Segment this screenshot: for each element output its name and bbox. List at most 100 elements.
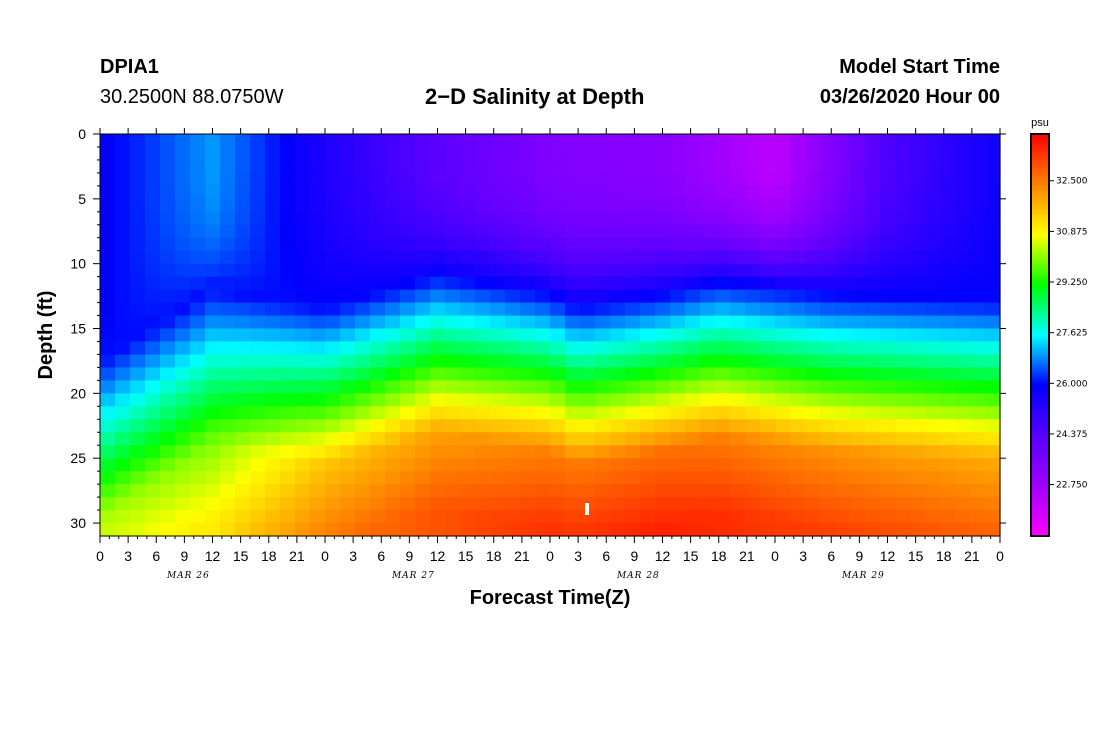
- data-marker: [585, 503, 589, 515]
- heatmap-cell: [145, 172, 161, 187]
- heatmap-cell: [145, 146, 161, 161]
- heatmap-cell: [475, 237, 491, 252]
- heatmap-cell: [475, 134, 491, 148]
- heatmap-cell: [775, 250, 791, 265]
- heatmap-cell: [685, 510, 701, 524]
- heatmap-cell: [490, 276, 506, 291]
- heatmap-cell: [730, 211, 746, 226]
- heatmap-cell: [955, 367, 971, 381]
- heatmap-cell: [955, 146, 971, 161]
- heatmap-cell: [475, 328, 491, 343]
- heatmap-cell: [655, 134, 671, 148]
- heatmap-cell: [370, 471, 386, 485]
- heatmap-cell: [430, 237, 446, 252]
- heatmap-cell: [265, 484, 281, 498]
- heatmap-cell: [850, 328, 866, 343]
- heatmap-cell: [175, 510, 191, 524]
- heatmap-cell: [280, 380, 296, 394]
- heatmap-cell: [625, 237, 641, 252]
- heatmap-cell: [355, 198, 371, 213]
- heatmap-cell: [520, 224, 536, 239]
- heatmap-cell: [235, 146, 251, 161]
- heatmap-cell: [685, 471, 701, 485]
- heatmap-cell: [370, 458, 386, 472]
- heatmap-cell: [985, 523, 1001, 537]
- heatmap-cell: [130, 263, 146, 278]
- heatmap-cell: [355, 315, 371, 330]
- heatmap-cell: [805, 354, 821, 369]
- heatmap-cell: [925, 497, 941, 511]
- heatmap-cell: [775, 367, 791, 381]
- heatmap-cell: [235, 211, 251, 226]
- heatmap-cell: [430, 419, 446, 433]
- heatmap-cell: [130, 484, 146, 498]
- heatmap-cell: [940, 159, 956, 174]
- heatmap-cell: [340, 134, 356, 148]
- heatmap-cell: [895, 458, 911, 472]
- heatmap-cell: [310, 484, 326, 498]
- heatmap-cell: [655, 354, 671, 369]
- heatmap-cell: [685, 497, 701, 511]
- heatmap-cell: [910, 302, 926, 317]
- heatmap-cell: [880, 367, 896, 381]
- heatmap-cell: [340, 471, 356, 485]
- heatmap-cell: [235, 523, 251, 537]
- heatmap-cell: [640, 172, 656, 187]
- heatmap-cell: [985, 276, 1001, 291]
- heatmap-cell: [175, 393, 191, 407]
- heatmap-cell: [790, 445, 806, 459]
- heatmap-cell: [805, 523, 821, 537]
- heatmap-cell: [910, 393, 926, 407]
- heatmap-cell: [940, 198, 956, 213]
- heatmap-cell: [325, 146, 341, 161]
- heatmap-cell: [430, 523, 446, 537]
- heatmap-cell: [295, 276, 311, 291]
- heatmap-cell: [505, 237, 521, 252]
- heatmap-cell: [175, 224, 191, 239]
- heatmap-cell: [955, 134, 971, 148]
- heatmap-cell: [385, 315, 401, 330]
- heatmap-cell: [235, 406, 251, 420]
- heatmap-cell: [325, 510, 341, 524]
- colorbar-unit: psu: [1031, 117, 1049, 129]
- heatmap-cell: [385, 211, 401, 226]
- colorbar-label: 29.250: [1056, 278, 1088, 288]
- heatmap-cell: [355, 393, 371, 407]
- heatmap-cell: [100, 198, 116, 213]
- heatmap-cell: [865, 211, 881, 226]
- heatmap-cell: [310, 159, 326, 174]
- heatmap-cell: [160, 341, 176, 356]
- heatmap-cell: [250, 250, 266, 265]
- heatmap-cell: [235, 276, 251, 291]
- heatmap-cell: [655, 523, 671, 537]
- heatmap-cell: [400, 146, 416, 161]
- heatmap-cell: [910, 471, 926, 485]
- heatmap-cell: [820, 302, 836, 317]
- heatmap-cell: [685, 237, 701, 252]
- heatmap-cell: [580, 146, 596, 161]
- heatmap-cell: [700, 276, 716, 291]
- heatmap-cell: [505, 263, 521, 278]
- heatmap-cell: [685, 185, 701, 200]
- heatmap-cell: [145, 237, 161, 252]
- heatmap-cell: [430, 159, 446, 174]
- heatmap-cell: [175, 134, 191, 148]
- heatmap-cell: [220, 302, 236, 317]
- heatmap-cell: [820, 315, 836, 330]
- heatmap-cell: [250, 523, 266, 537]
- heatmap-cell: [625, 497, 641, 511]
- heatmap-cell: [475, 432, 491, 446]
- x-tick-label: 3: [124, 548, 132, 564]
- heatmap-cell: [970, 445, 986, 459]
- heatmap-cell: [730, 484, 746, 498]
- heatmap-cell: [760, 289, 776, 304]
- heatmap-cell: [610, 419, 626, 433]
- heatmap-cell: [145, 159, 161, 174]
- heatmap-cell: [925, 484, 941, 498]
- heatmap-cell: [730, 419, 746, 433]
- heatmap-cell: [490, 185, 506, 200]
- heatmap-cell: [355, 497, 371, 511]
- heatmap-cell: [325, 159, 341, 174]
- heatmap-cell: [985, 367, 1001, 381]
- heatmap-cell: [850, 393, 866, 407]
